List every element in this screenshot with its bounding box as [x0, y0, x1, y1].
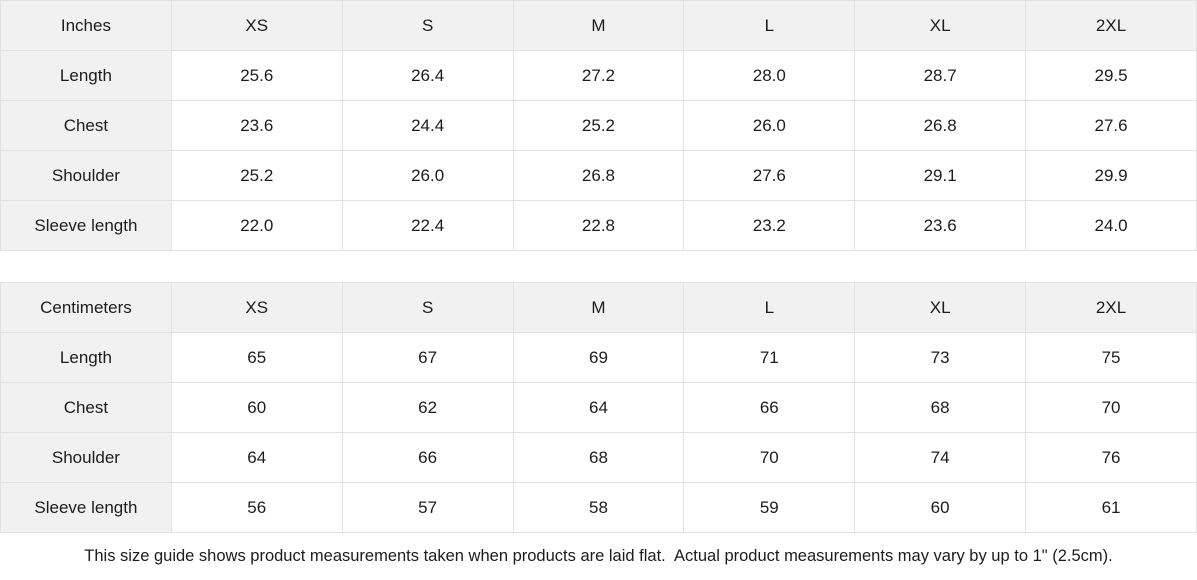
measurement-value-cell: 22.0	[170, 200, 343, 251]
measurement-value-cell: 59	[683, 482, 856, 533]
header-row: Inches XS S M L XL 2XL	[0, 0, 1197, 51]
measurement-value-cell: 26.8	[854, 100, 1027, 151]
measurement-value-cell: 26.4	[341, 50, 514, 101]
measurement-value-cell: 61	[1025, 482, 1197, 533]
size-header-cell: XS	[170, 282, 343, 333]
measurement-label-cell: Shoulder	[0, 150, 172, 201]
measurement-value-cell: 64	[170, 432, 343, 483]
measurement-value-cell: 23.6	[170, 100, 343, 151]
size-header-cell: 2XL	[1025, 282, 1197, 333]
measurement-value-cell: 29.5	[1025, 50, 1197, 101]
measurement-value-cell: 22.4	[341, 200, 514, 251]
measurement-value-cell: 69	[512, 332, 685, 383]
measurement-value-cell: 25.2	[170, 150, 343, 201]
measurement-value-cell: 60	[854, 482, 1027, 533]
measurement-value-cell: 27.6	[1025, 100, 1197, 151]
size-header-cell: XL	[854, 282, 1027, 333]
header-row: Centimeters XS S M L XL 2XL	[0, 282, 1197, 333]
measurement-value-cell: 23.6	[854, 200, 1027, 251]
size-header-cell: S	[341, 282, 514, 333]
measurement-value-cell: 58	[512, 482, 685, 533]
measurement-value-cell: 27.6	[683, 150, 856, 201]
measurement-value-cell: 68	[512, 432, 685, 483]
measurement-value-cell: 71	[683, 332, 856, 383]
measurement-value-cell: 28.0	[683, 50, 856, 101]
measurement-label-cell: Chest	[0, 382, 172, 433]
inches-size-table: Inches XS S M L XL 2XL Length 25.6 26.4 27.2 28.0 28…	[0, 0, 1197, 251]
measurement-label-cell: Sleeve length	[0, 482, 172, 533]
centimeters-size-table: Centimeters XS S M L XL 2XL Length 65 67 69 71 73 75 C…	[0, 282, 1197, 533]
size-header-cell: M	[512, 282, 685, 333]
measurement-value-cell: 23.2	[683, 200, 856, 251]
measurement-value-cell: 67	[341, 332, 514, 383]
size-header-cell: L	[683, 0, 856, 51]
table-row: Shoulder 25.2 26.0 26.8 27.6 29.1 29.9	[0, 150, 1197, 201]
table-row: Length 25.6 26.4 27.2 28.0 28.7 29.5	[0, 50, 1197, 101]
measurement-value-cell: 76	[1025, 432, 1197, 483]
table-row: Chest 23.6 24.4 25.2 26.0 26.8 27.6	[0, 100, 1197, 151]
measurement-value-cell: 26.0	[683, 100, 856, 151]
table-row: Chest 60 62 64 66 68 70	[0, 382, 1197, 433]
measurement-value-cell: 70	[1025, 382, 1197, 433]
size-header-cell: L	[683, 282, 856, 333]
size-header-cell: M	[512, 0, 685, 51]
measurement-value-cell: 60	[170, 382, 343, 433]
size-guide-disclaimer: This size guide shows product measuremen…	[0, 533, 1197, 580]
table-row: Sleeve length 56 57 58 59 60 61	[0, 482, 1197, 533]
measurement-value-cell: 27.2	[512, 50, 685, 101]
measurement-label-cell: Length	[0, 50, 172, 101]
measurement-value-cell: 26.0	[341, 150, 514, 201]
unit-header-cell: Inches	[0, 0, 172, 51]
measurement-label-cell: Shoulder	[0, 432, 172, 483]
measurement-value-cell: 62	[341, 382, 514, 433]
measurement-value-cell: 73	[854, 332, 1027, 383]
measurement-value-cell: 26.8	[512, 150, 685, 201]
measurement-value-cell: 25.2	[512, 100, 685, 151]
unit-header-cell: Centimeters	[0, 282, 172, 333]
table-row: Sleeve length 22.0 22.4 22.8 23.2 23.6 24.0	[0, 200, 1197, 251]
table-row: Length 65 67 69 71 73 75	[0, 332, 1197, 383]
size-header-cell: XS	[170, 0, 343, 51]
centimeters-table-body: Centimeters XS S M L XL 2XL Length 65 67 69 71 73 75 C…	[0, 282, 1197, 533]
inches-table-body: Inches XS S M L XL 2XL Length 25.6 26.4 27.2 28.0 28…	[0, 0, 1197, 251]
measurement-value-cell: 66	[341, 432, 514, 483]
size-header-cell: 2XL	[1025, 0, 1197, 51]
measurement-label-cell: Length	[0, 332, 172, 383]
measurement-value-cell: 29.9	[1025, 150, 1197, 201]
measurement-value-cell: 22.8	[512, 200, 685, 251]
measurement-value-cell: 24.4	[341, 100, 514, 151]
measurement-value-cell: 65	[170, 332, 343, 383]
measurement-value-cell: 64	[512, 382, 685, 433]
measurement-value-cell: 74	[854, 432, 1027, 483]
measurement-value-cell: 57	[341, 482, 514, 533]
measurement-value-cell: 66	[683, 382, 856, 433]
measurement-value-cell: 24.0	[1025, 200, 1197, 251]
measurement-value-cell: 68	[854, 382, 1027, 433]
measurement-value-cell: 29.1	[854, 150, 1027, 201]
measurement-value-cell: 28.7	[854, 50, 1027, 101]
measurement-value-cell: 70	[683, 432, 856, 483]
measurement-label-cell: Chest	[0, 100, 172, 151]
measurement-value-cell: 56	[170, 482, 343, 533]
table-gap-spacer	[0, 251, 1197, 282]
size-header-cell: S	[341, 0, 514, 51]
size-header-cell: XL	[854, 0, 1027, 51]
measurement-value-cell: 25.6	[170, 50, 343, 101]
measurement-value-cell: 75	[1025, 332, 1197, 383]
measurement-label-cell: Sleeve length	[0, 200, 172, 251]
table-row: Shoulder 64 66 68 70 74 76	[0, 432, 1197, 483]
